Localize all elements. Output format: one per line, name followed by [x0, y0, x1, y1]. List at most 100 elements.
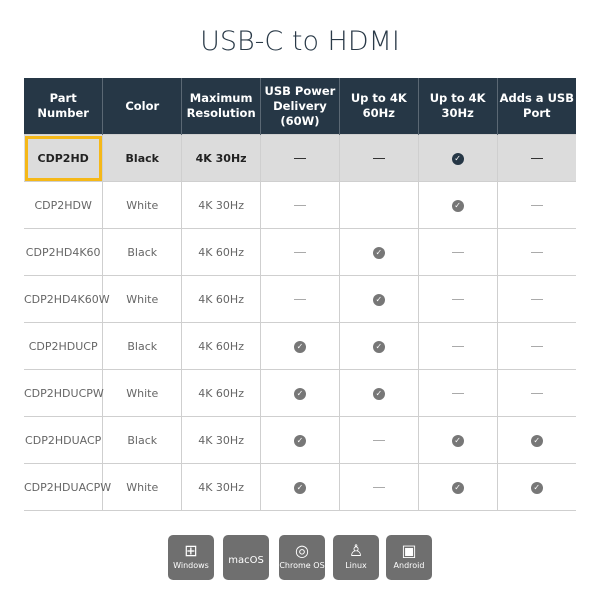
color-cell: Black — [102, 228, 182, 276]
table-row[interactable]: CDP2HDUACPW White 4K 30Hz ✓ ✓ ✓ — [24, 463, 576, 511]
table-row[interactable]: CDP2HD4K60 Black 4K 60Hz ✓ — [24, 228, 576, 276]
os-label: Linux — [345, 561, 367, 570]
check-icon: ✓ — [293, 434, 306, 447]
k30-cell: ✓ — [417, 463, 498, 511]
pd-cell — [260, 228, 340, 276]
table-row[interactable]: CDP2HD Black 4K 30Hz ✓ — [24, 134, 576, 182]
part-number-cell: CDP2HDUACPW — [24, 463, 111, 511]
k30-cell: ✓ — [417, 134, 498, 182]
k30-cell: ✓ — [417, 416, 498, 464]
dash-icon — [293, 205, 306, 206]
check-icon: ✓ — [293, 340, 306, 353]
dash-icon — [530, 346, 543, 347]
res-cell: 4K 60Hz — [181, 275, 261, 323]
pd-cell: ✓ — [260, 463, 340, 511]
pd-cell: ✓ — [260, 322, 340, 370]
os-label: macOS — [228, 555, 264, 566]
header-row: Part Number Color Maximum Resolution USB Po… — [24, 78, 576, 135]
check-icon: ✓ — [451, 481, 464, 494]
color-cell: Black — [102, 416, 182, 464]
dash-icon — [451, 252, 464, 253]
dash-icon — [530, 158, 543, 159]
res-cell: 4K 60Hz — [181, 369, 261, 417]
table-row[interactable]: CDP2HD4K60W White 4K 60Hz ✓ — [24, 275, 576, 323]
usb-cell — [496, 181, 576, 229]
check-icon: ✓ — [530, 434, 543, 447]
usb-cell — [496, 275, 576, 323]
comparison-table: Part Number Color Maximum Resolution USB Po… — [24, 78, 576, 511]
check-icon: ✓ — [451, 152, 464, 165]
page-title: USB-C to HDMI — [200, 26, 400, 57]
color-cell: Black — [102, 322, 182, 370]
dash-icon — [530, 299, 543, 300]
table-row[interactable]: CDP2HDUACP Black 4K 30Hz ✓ ✓ ✓ — [24, 416, 576, 464]
res-cell: 4K 30Hz — [181, 181, 261, 229]
color-cell: White — [102, 369, 182, 417]
k30-cell — [417, 369, 498, 417]
k30-cell: ✓ — [417, 181, 498, 229]
usb-cell — [496, 369, 576, 417]
part-number-cell: CDP2HDUACP — [24, 416, 103, 464]
dash-icon — [451, 299, 464, 300]
dash-icon — [372, 487, 385, 488]
k30-cell — [417, 322, 498, 370]
k60-cell: ✓ — [338, 369, 419, 417]
part-number-cell: CDP2HD4K60 — [24, 228, 103, 276]
part-number-cell: CDP2HD4K60W — [24, 275, 110, 323]
usb-cell: ✓ — [496, 416, 576, 464]
res-cell: 4K 30Hz — [181, 134, 261, 182]
k30-cell — [417, 275, 498, 323]
column-header: Color — [102, 78, 182, 135]
os-label: Chrome OS — [279, 561, 325, 570]
res-cell: 4K 30Hz — [181, 416, 261, 464]
color-cell: White — [102, 275, 182, 323]
res-cell: 4K 30Hz — [181, 463, 261, 511]
pd-cell — [260, 181, 340, 229]
android-icon: ▣ — [401, 541, 417, 560]
k30-cell — [417, 228, 498, 276]
part-number-cell: CDP2HD — [24, 134, 103, 182]
os-badge-windows: ⊞ Windows — [168, 535, 214, 580]
column-header: Adds a USB Port — [496, 78, 576, 135]
windows-icon: ⊞ — [184, 541, 198, 560]
k60-cell: ✓ — [338, 228, 419, 276]
column-header: Maximum Resolution — [181, 78, 261, 135]
check-icon: ✓ — [372, 246, 385, 259]
k60-cell — [338, 134, 419, 182]
check-icon: ✓ — [451, 434, 464, 447]
column-header: Up to 4K 60Hz — [338, 78, 419, 135]
os-badge-macos: macOS — [223, 535, 269, 580]
check-icon: ✓ — [372, 387, 385, 400]
check-icon: ✓ — [372, 340, 385, 353]
table-row[interactable]: CDP2HDUCPW White 4K 60Hz ✓ ✓ — [24, 369, 576, 417]
k60-cell: ✓ — [338, 322, 419, 370]
column-header: Part Number — [24, 78, 103, 135]
pd-cell: ✓ — [260, 369, 340, 417]
check-icon: ✓ — [293, 481, 306, 494]
dash-icon — [451, 393, 464, 394]
res-cell: 4K 60Hz — [181, 228, 261, 276]
dash-icon — [530, 252, 543, 253]
color-cell: White — [102, 181, 182, 229]
part-number-cell: CDP2HDUCPW — [24, 369, 104, 417]
linux-icon: ♙ — [348, 541, 364, 560]
os-label: Android — [393, 561, 425, 570]
pd-cell — [260, 134, 340, 182]
k60-cell — [338, 181, 419, 229]
chrome-icon: ◎ — [295, 541, 309, 560]
check-icon: ✓ — [530, 481, 543, 494]
part-number-cell: CDP2HDUCP — [24, 322, 103, 370]
table-row[interactable]: CDP2HDUCP Black 4K 60Hz ✓ ✓ — [24, 322, 576, 370]
dash-icon — [530, 393, 543, 394]
os-badge-chrome-os: ◎ Chrome OS — [279, 535, 325, 580]
dash-icon — [293, 158, 306, 159]
os-badge-android: ▣ Android — [386, 535, 432, 580]
dash-icon — [293, 252, 306, 253]
os-label: Windows — [173, 561, 209, 570]
usb-cell — [496, 228, 576, 276]
dash-icon — [372, 440, 385, 441]
dash-icon — [372, 158, 385, 159]
color-cell: White — [102, 463, 182, 511]
usb-cell — [496, 134, 576, 182]
table-row[interactable]: CDP2HDW White 4K 30Hz ✓ — [24, 181, 576, 229]
